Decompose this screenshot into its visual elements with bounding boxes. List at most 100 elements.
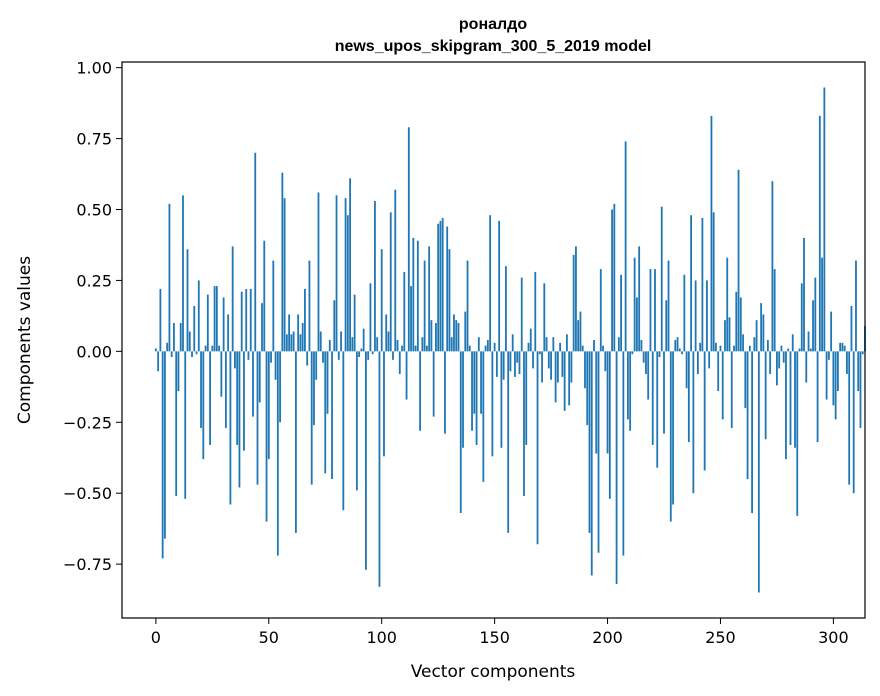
bar xyxy=(453,314,455,352)
bar xyxy=(385,314,388,352)
bar xyxy=(168,203,171,352)
bar xyxy=(676,337,679,352)
bar xyxy=(297,314,300,352)
bar xyxy=(435,322,437,352)
bar xyxy=(848,351,851,485)
bar xyxy=(717,351,720,392)
bar xyxy=(267,351,270,460)
bar xyxy=(444,351,446,434)
bar xyxy=(712,212,715,352)
bar xyxy=(665,300,668,352)
bar xyxy=(859,351,862,428)
bar xyxy=(660,206,663,352)
bar xyxy=(342,351,345,511)
x-tick-label: 200 xyxy=(592,628,623,647)
bars-group xyxy=(154,87,866,593)
chart-title-line-1: роналдо xyxy=(459,16,527,33)
bar xyxy=(412,237,415,352)
bar xyxy=(157,351,160,372)
bar xyxy=(735,291,738,352)
bar xyxy=(362,328,365,352)
bar xyxy=(814,277,817,352)
bar xyxy=(584,351,586,389)
bar xyxy=(776,351,778,386)
bar xyxy=(532,351,534,369)
bar xyxy=(374,201,376,352)
bar xyxy=(809,348,812,352)
bar xyxy=(694,280,697,352)
bar xyxy=(202,351,205,460)
bar xyxy=(699,342,702,352)
bar xyxy=(229,351,232,505)
bar xyxy=(367,351,370,360)
bar xyxy=(611,209,613,352)
bar xyxy=(182,195,184,352)
bar xyxy=(588,351,591,533)
bar xyxy=(247,351,250,360)
bar xyxy=(536,351,539,545)
bar xyxy=(846,351,848,375)
bar xyxy=(475,351,478,445)
bar xyxy=(430,320,433,352)
bar xyxy=(861,351,864,355)
bar xyxy=(292,331,295,352)
bar xyxy=(547,351,550,369)
bar xyxy=(568,351,571,406)
bar xyxy=(803,237,805,352)
bar xyxy=(724,320,726,352)
bar xyxy=(505,266,507,352)
bar xyxy=(645,351,647,375)
bar xyxy=(647,351,650,400)
bar xyxy=(315,351,318,380)
bar xyxy=(746,351,749,479)
bar xyxy=(706,280,708,352)
bar xyxy=(708,351,711,369)
bar xyxy=(349,178,351,352)
bar xyxy=(520,277,523,352)
bar xyxy=(220,351,223,397)
bar xyxy=(764,351,767,440)
bar xyxy=(728,317,731,352)
bar xyxy=(642,351,645,363)
bar xyxy=(823,87,826,352)
bar xyxy=(252,351,254,417)
bar xyxy=(407,127,410,352)
bar xyxy=(346,215,349,352)
bar xyxy=(626,351,629,420)
bar xyxy=(507,351,510,533)
bar xyxy=(769,351,772,375)
bar xyxy=(358,351,361,358)
bar xyxy=(328,340,331,352)
bar xyxy=(240,291,243,352)
bar xyxy=(805,351,808,383)
bar xyxy=(276,351,279,556)
bar xyxy=(561,351,564,377)
bar xyxy=(762,314,765,352)
bar xyxy=(215,286,218,352)
bar xyxy=(791,334,794,352)
bar xyxy=(322,351,324,363)
bar xyxy=(450,337,453,352)
bar xyxy=(193,305,196,352)
bar xyxy=(301,322,304,352)
bar xyxy=(471,351,473,431)
bar xyxy=(243,351,245,451)
bar xyxy=(586,351,589,426)
bar xyxy=(577,320,580,352)
bar xyxy=(832,351,835,406)
y-tick-label: −0.25 xyxy=(63,413,112,432)
bar xyxy=(696,351,699,375)
bar xyxy=(656,351,659,468)
bar xyxy=(446,226,449,352)
bar xyxy=(798,348,801,352)
bar xyxy=(615,351,618,584)
bar xyxy=(617,337,620,352)
bar xyxy=(410,286,412,352)
bar xyxy=(392,351,394,360)
bar xyxy=(304,288,306,352)
bar xyxy=(830,311,833,352)
bar xyxy=(597,351,600,553)
bar xyxy=(173,322,175,352)
bar xyxy=(498,220,501,352)
bar xyxy=(782,351,785,363)
